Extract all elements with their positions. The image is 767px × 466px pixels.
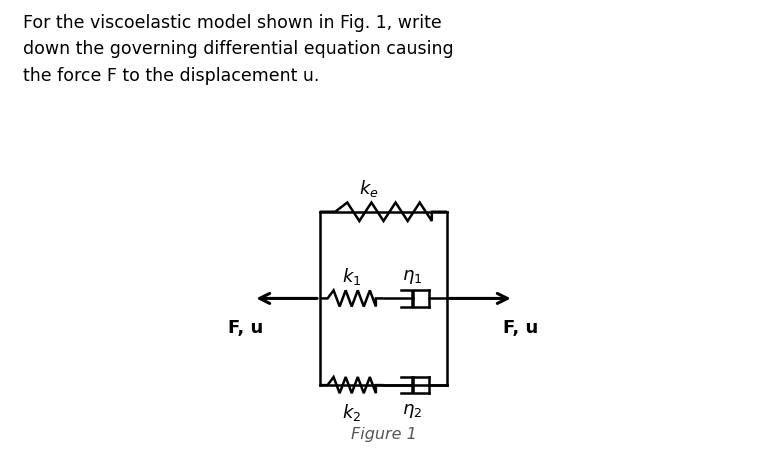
Text: $\eta_1$: $\eta_1$ [402,268,423,286]
Text: $\eta_2$: $\eta_2$ [403,403,423,420]
Text: For the viscoelastic model shown in Fig. 1, write
down the governing differentia: For the viscoelastic model shown in Fig.… [23,14,453,85]
Text: $k_2$: $k_2$ [342,403,361,424]
Text: F, u: F, u [228,319,263,336]
Text: F, u: F, u [503,319,538,336]
Text: $k_e$: $k_e$ [359,178,379,199]
Text: $k_1$: $k_1$ [342,267,361,288]
Text: Figure 1: Figure 1 [351,427,416,442]
